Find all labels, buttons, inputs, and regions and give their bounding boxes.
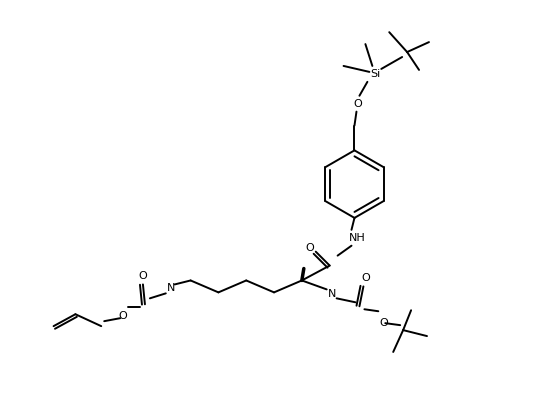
Text: O: O — [119, 311, 127, 321]
Text: Si: Si — [370, 69, 381, 79]
Text: O: O — [361, 274, 370, 284]
Text: O: O — [305, 243, 314, 252]
Text: O: O — [353, 99, 362, 109]
Text: N: N — [328, 289, 336, 299]
Text: O: O — [139, 271, 148, 282]
Text: NH: NH — [349, 233, 366, 243]
Text: O: O — [379, 318, 387, 328]
Text: N: N — [167, 283, 175, 293]
